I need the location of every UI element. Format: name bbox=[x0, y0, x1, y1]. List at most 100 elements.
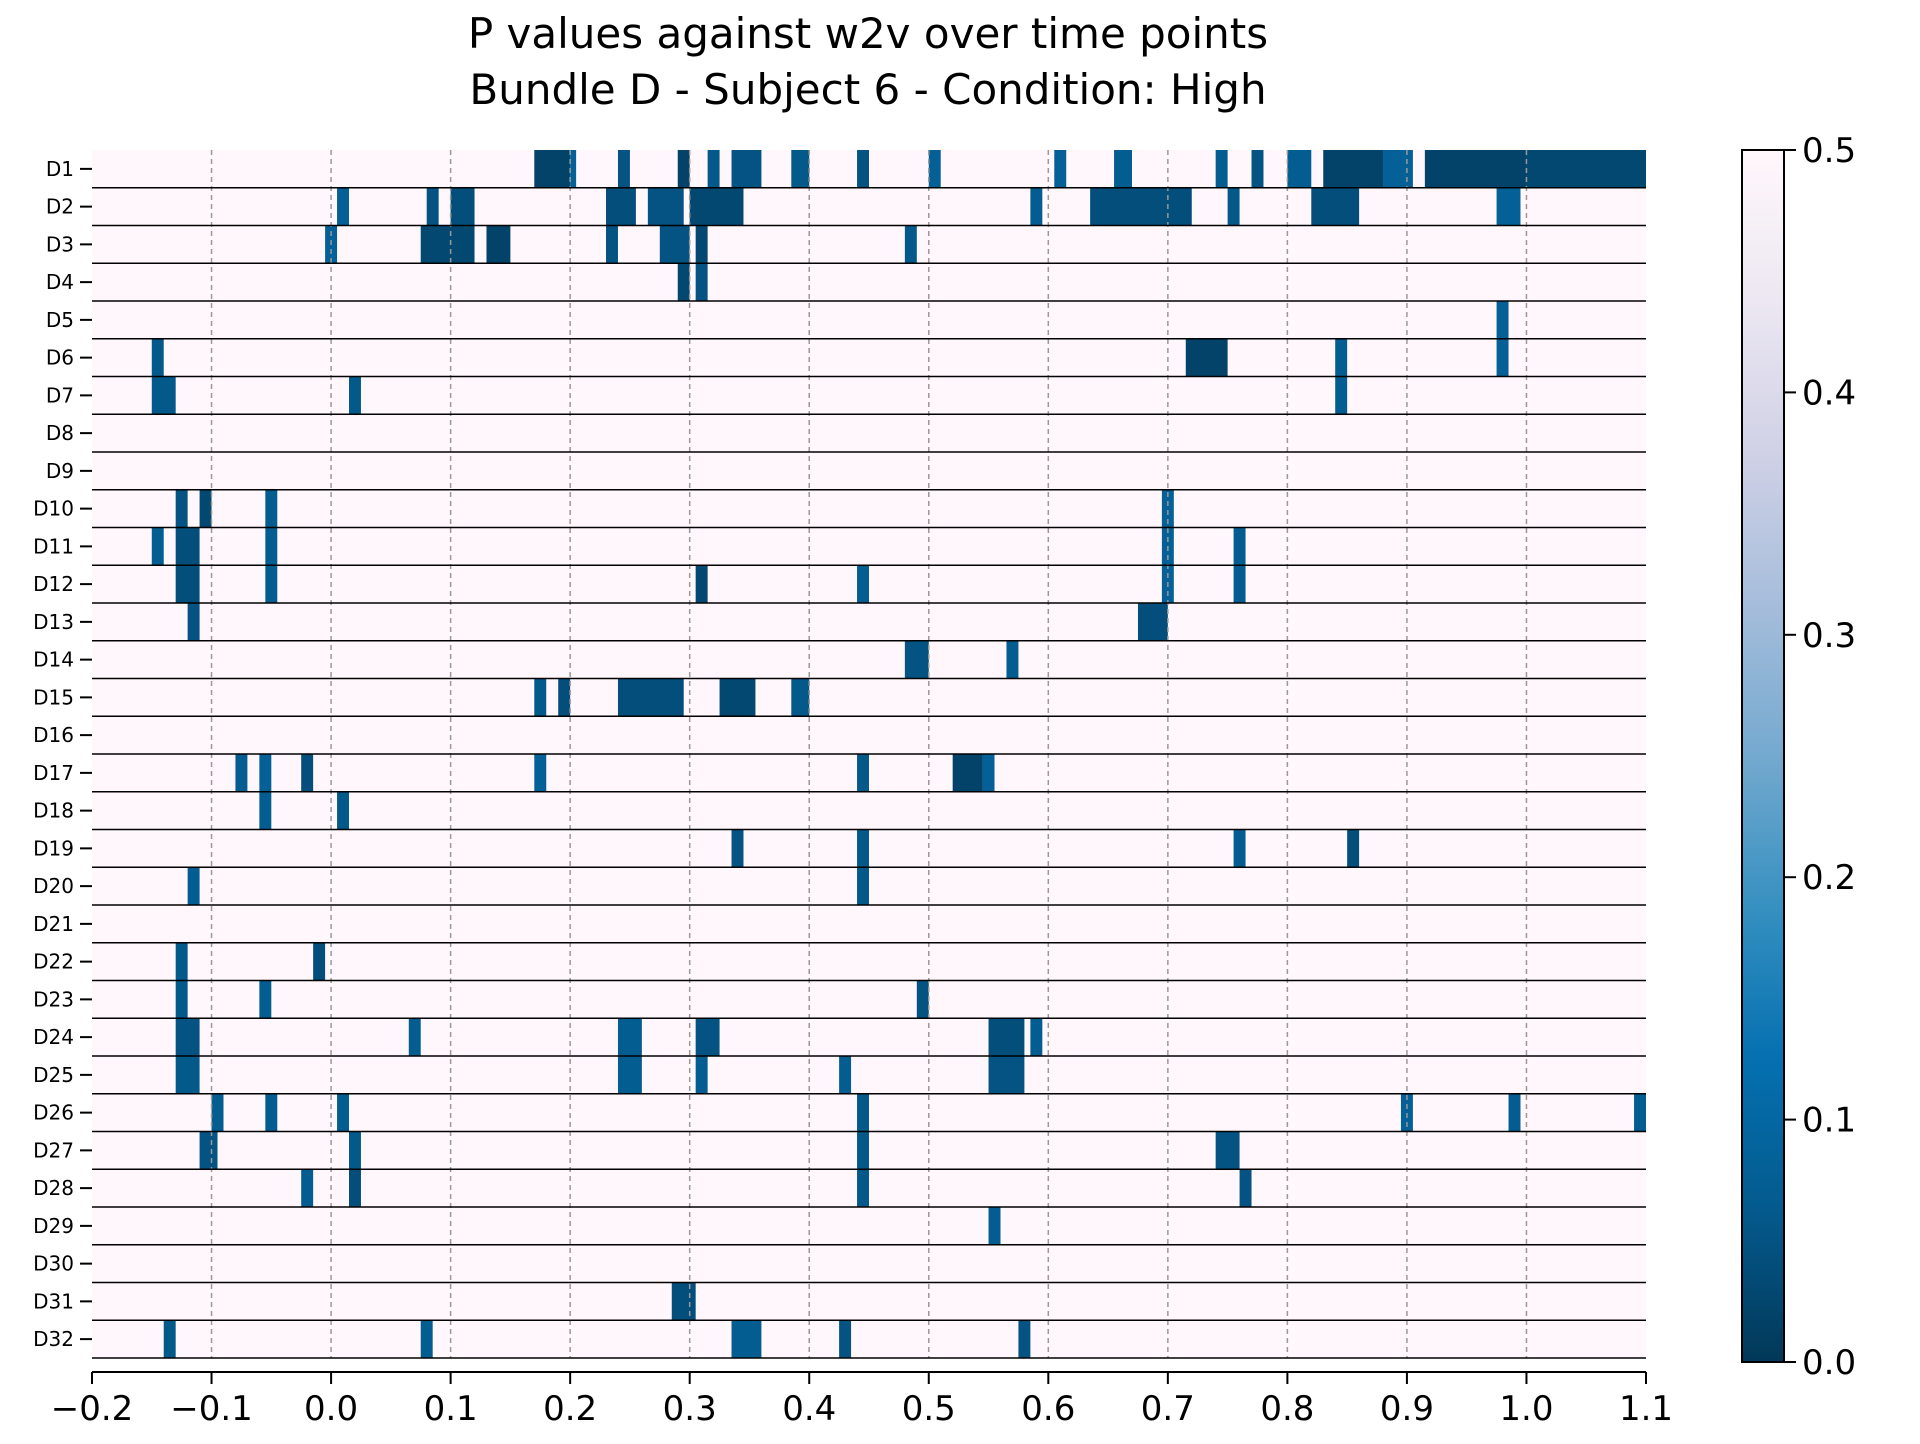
heatmap-cell bbox=[647, 187, 684, 226]
colorbar-tick-label: 0.3 bbox=[1802, 616, 1856, 656]
y-tick-label: D1 bbox=[46, 157, 74, 181]
heatmap-cell bbox=[199, 1131, 218, 1170]
heatmap-cell bbox=[211, 1093, 224, 1132]
heatmap-cell bbox=[1424, 150, 1527, 188]
heatmap-cell bbox=[163, 1320, 176, 1358]
heatmap-cell bbox=[337, 1093, 350, 1132]
heatmap-cell bbox=[151, 527, 164, 566]
heatmap-cell bbox=[259, 754, 272, 792]
heatmap-cell bbox=[1251, 150, 1264, 188]
x-tick-label: 0.4 bbox=[782, 1389, 836, 1429]
heatmap-cell bbox=[420, 1320, 433, 1358]
heatmap-cell bbox=[1185, 338, 1228, 377]
y-tick-label: D27 bbox=[33, 1138, 74, 1162]
y-tick-label: D3 bbox=[46, 232, 74, 256]
heatmap-cell bbox=[1634, 1093, 1646, 1132]
heatmap-cell bbox=[534, 150, 571, 188]
colorbar-tick-label: 0.2 bbox=[1802, 858, 1856, 898]
heatmap-cell bbox=[175, 1056, 200, 1094]
heatmap-cell bbox=[1018, 1320, 1031, 1358]
heatmap-cell bbox=[570, 150, 577, 188]
heatmap-cell bbox=[1496, 338, 1509, 377]
chart-title-line2: Bundle D - Subject 6 - Condition: High bbox=[469, 65, 1266, 114]
heatmap-cell bbox=[677, 263, 690, 301]
y-tick-label: D30 bbox=[33, 1252, 74, 1276]
heatmap-cell bbox=[301, 1169, 314, 1207]
heatmap-cell bbox=[313, 942, 326, 981]
heatmap-cell bbox=[617, 678, 684, 717]
heatmap-cell bbox=[1233, 527, 1246, 566]
heatmap-cell bbox=[1161, 489, 1174, 528]
heatmap-cell bbox=[1233, 829, 1246, 868]
heatmap-cell bbox=[857, 867, 869, 905]
heatmap-cell bbox=[265, 527, 278, 566]
x-tick-label: 0.6 bbox=[1021, 1389, 1075, 1429]
heatmap-cell bbox=[839, 1320, 852, 1358]
heatmap-cell bbox=[982, 754, 995, 792]
x-tick-label: 0.8 bbox=[1260, 1389, 1314, 1429]
y-tick-label: D20 bbox=[33, 874, 74, 898]
heatmap-cell bbox=[695, 263, 708, 301]
chart-title-line1: P values against w2v over time points bbox=[468, 9, 1268, 58]
heatmap-cell bbox=[791, 150, 810, 188]
heatmap-cell bbox=[1400, 1093, 1413, 1132]
heatmap-cell bbox=[857, 150, 869, 188]
y-tick-label: D11 bbox=[33, 534, 74, 558]
heatmap-cell bbox=[1239, 1169, 1252, 1207]
heatmap-cell bbox=[839, 1056, 852, 1094]
heatmap-cell bbox=[1347, 829, 1360, 868]
heatmap-cell bbox=[857, 1169, 869, 1207]
heatmap-cell bbox=[175, 527, 200, 566]
y-tick-label: D12 bbox=[33, 572, 74, 596]
heatmap-cell bbox=[175, 1018, 200, 1056]
y-tick-label: D7 bbox=[46, 383, 74, 407]
y-tick-label: D4 bbox=[46, 270, 74, 294]
heatmap-cell bbox=[1114, 150, 1132, 188]
heatmap-cell bbox=[1335, 338, 1348, 377]
heatmap-cell bbox=[677, 150, 690, 188]
y-tick-label: D28 bbox=[33, 1176, 74, 1200]
heatmap-cell bbox=[617, 1018, 642, 1056]
heatmap-cell bbox=[420, 225, 475, 264]
heatmap-cell bbox=[175, 565, 200, 603]
heatmap-cell bbox=[606, 187, 636, 226]
heatmap-cell bbox=[1496, 301, 1509, 339]
heatmap-cell bbox=[450, 187, 475, 226]
x-tick-label: 0.2 bbox=[543, 1389, 597, 1429]
heatmap-cell bbox=[151, 338, 164, 377]
heatmap-cell bbox=[731, 150, 762, 188]
heatmap-cell bbox=[534, 678, 547, 717]
x-tick-label: 0.0 bbox=[304, 1389, 358, 1429]
y-tick-label: D6 bbox=[46, 346, 74, 370]
heatmap-cell bbox=[1496, 187, 1521, 226]
heatmap-cell bbox=[731, 829, 744, 868]
x-tick-label: −0.1 bbox=[170, 1389, 253, 1429]
heatmap-cell bbox=[265, 1093, 278, 1132]
heatmap-cell bbox=[265, 489, 278, 528]
heatmap-cell bbox=[301, 754, 314, 792]
heatmap-cell bbox=[199, 489, 212, 528]
heatmap-cell bbox=[1383, 150, 1413, 188]
heatmap-cell bbox=[175, 489, 188, 528]
heatmap-cell bbox=[659, 225, 690, 264]
heatmap-cell bbox=[952, 754, 983, 792]
colorbar-tick-label: 0.5 bbox=[1802, 131, 1856, 171]
x-tick-label: 0.7 bbox=[1141, 1389, 1195, 1429]
heatmap-cell bbox=[1508, 1093, 1521, 1132]
heatmap-cell bbox=[1233, 565, 1246, 603]
heatmap-cell bbox=[617, 1056, 642, 1094]
heatmap-cell bbox=[857, 1131, 869, 1170]
y-tick-label: D16 bbox=[33, 723, 74, 747]
heatmap-cell bbox=[259, 791, 272, 830]
heatmap-cell bbox=[719, 678, 756, 717]
y-tick-label: D29 bbox=[33, 1214, 74, 1238]
heatmap-cell bbox=[1287, 150, 1312, 188]
heatmap-cell bbox=[904, 640, 929, 679]
heatmap-cell bbox=[695, 1056, 708, 1094]
heatmap-cell bbox=[1311, 187, 1360, 226]
heatmap-cell bbox=[617, 150, 630, 188]
y-tick-label: D17 bbox=[33, 761, 74, 785]
heatmap-cell bbox=[1215, 1131, 1240, 1170]
colorbar-tick-label: 0.4 bbox=[1802, 373, 1856, 413]
